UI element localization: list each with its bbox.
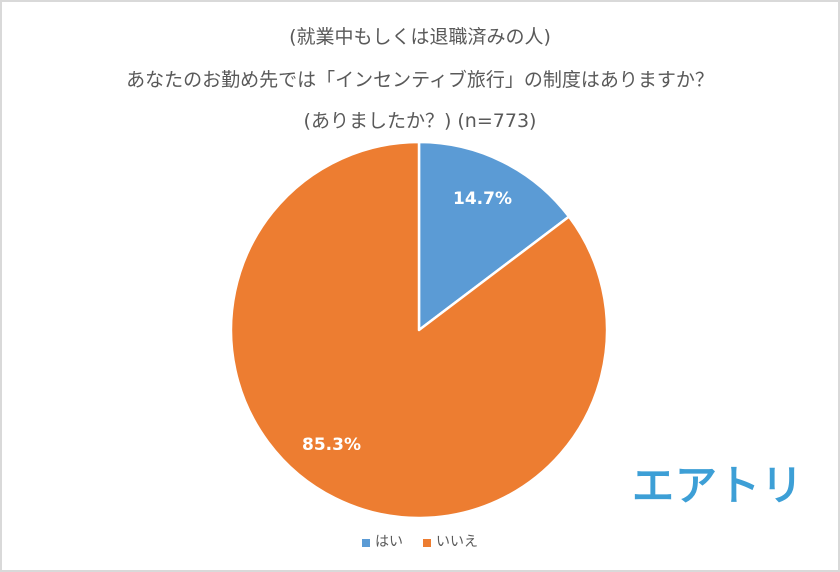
data-label-yes: 14.7% [453,189,512,209]
chart-legend: はい いいえ [0,531,840,551]
pie-slice-yes [417,140,571,332]
chart-title-line-2: あなたのお勤め先では「インセンティブ旅行」の制度はありますか？ [126,69,714,91]
legend-label-no: いいえ [436,534,478,550]
chart-title-line-3: (ありましたか？) (n=773) [303,110,537,132]
legend-item-yes: はい [362,531,403,551]
legend-label-yes: はい [375,534,403,550]
chart-title-line-1: (就業中もしくは退職済みの人) [289,26,551,48]
airtrip-logo: エアトリ [632,461,805,510]
legend-swatch-yes [362,538,370,547]
data-label-no: 85.3% [302,435,361,455]
pie-slice-no [229,140,609,520]
legend-swatch-no [423,538,431,547]
legend-item-no: いいえ [423,531,478,551]
